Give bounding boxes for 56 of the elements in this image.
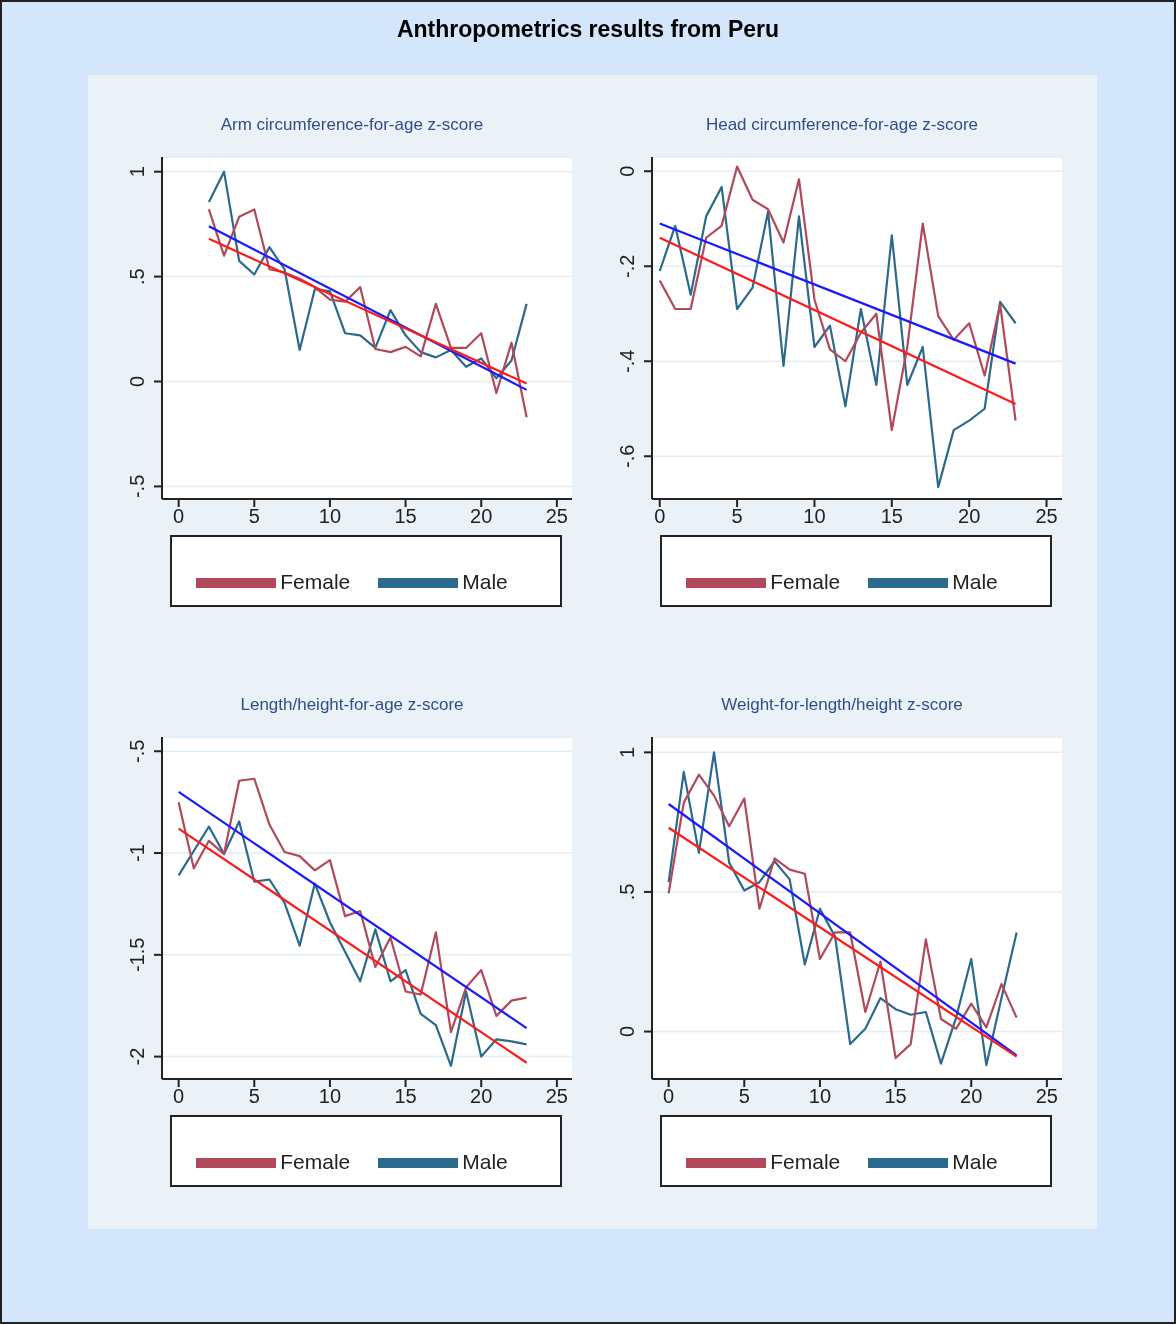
x-tick-label: 0	[173, 1085, 185, 1108]
y-tick-label: -.2	[616, 254, 638, 278]
legend-label: Male	[462, 569, 508, 593]
y-tick-label: 0	[126, 375, 148, 388]
legend-label: Female	[280, 1149, 351, 1173]
x-tick-label: 10	[808, 1085, 832, 1108]
y-tick-label: 1	[616, 746, 638, 758]
x-tick-label: 10	[318, 505, 342, 528]
x-tick-label: 10	[803, 505, 826, 528]
x-tick-label: 0	[654, 505, 666, 528]
y-tick-label: -2	[126, 1047, 148, 1066]
text: Anthropometrics results from Peru	[395, 16, 781, 43]
chart-title: Weight-for-length/height z-score	[720, 694, 964, 716]
x-tick-label: 20	[960, 1085, 983, 1108]
x-tick-label: 5	[248, 505, 260, 528]
x-tick-label: 5	[738, 1085, 750, 1108]
y-tick-label: -.5	[126, 739, 148, 763]
chart-title: Head circumference-for-age z-score	[704, 114, 980, 136]
y-tick-label: 0	[616, 1025, 638, 1038]
legend-label: Male	[952, 1149, 998, 1173]
x-tick-label: 15	[884, 1085, 907, 1108]
y-tick-label: -1.5	[126, 937, 148, 973]
x-tick-label: 20	[470, 505, 493, 528]
x-tick-label: 25	[1035, 1085, 1058, 1108]
x-tick-label: 20	[958, 505, 981, 528]
x-tick-label: 25	[1035, 505, 1058, 528]
y-tick-label: .5	[616, 883, 638, 901]
x-tick-label: 20	[470, 1085, 493, 1108]
legend-label: Male	[952, 569, 998, 593]
line-series	[207, 170, 528, 380]
x-tick-label: 5	[248, 1085, 260, 1108]
x-tick-label: 15	[880, 505, 903, 528]
x-tick-label: 10	[318, 1085, 342, 1108]
y-tick-label: -1	[126, 844, 148, 862]
x-tick-label: 0	[663, 1085, 675, 1108]
y-tick-label: 0	[616, 165, 638, 177]
x-tick-label: 5	[731, 505, 743, 528]
chart-title: Arm circumference-for-age z-score	[219, 114, 485, 136]
legend-label: Female	[280, 569, 351, 593]
y-tick-label: -.5	[126, 474, 148, 499]
x-tick-label: 0	[173, 505, 185, 528]
line-series	[207, 208, 528, 419]
line-series	[658, 185, 1017, 489]
x-tick-label: 25	[545, 1085, 568, 1108]
y-tick-label: -.4	[616, 349, 638, 373]
x-tick-label: 25	[545, 505, 568, 528]
y-tick-label: -.6	[616, 444, 638, 468]
legend-label: Male	[462, 1149, 508, 1173]
x-tick-label: 15	[394, 505, 417, 528]
line-series	[658, 165, 1017, 432]
legend-label: Female	[770, 569, 841, 593]
y-tick-label: .5	[126, 268, 148, 285]
chart-title: Length/height-for-age z-score	[239, 694, 465, 716]
x-tick-label: 15	[394, 1085, 417, 1108]
legend-label: Female	[770, 1149, 841, 1173]
y-tick-label: 1	[126, 166, 148, 178]
